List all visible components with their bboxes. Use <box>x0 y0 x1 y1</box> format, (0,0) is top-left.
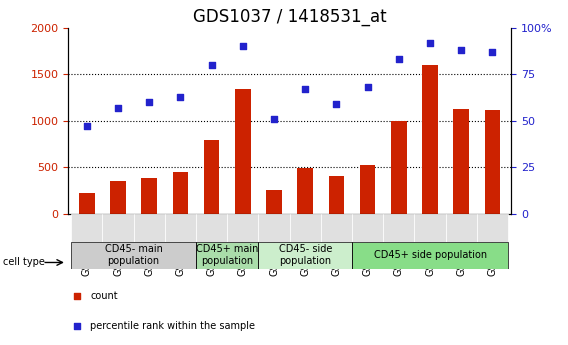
Point <box>176 94 185 99</box>
FancyBboxPatch shape <box>133 214 165 242</box>
Text: CD45- side
population: CD45- side population <box>278 245 332 266</box>
FancyBboxPatch shape <box>352 241 508 269</box>
FancyBboxPatch shape <box>227 214 258 242</box>
Point <box>73 293 82 298</box>
FancyBboxPatch shape <box>165 214 196 242</box>
Bar <box>266 190 282 214</box>
Bar <box>110 181 126 214</box>
Bar <box>391 121 407 214</box>
Bar <box>298 168 313 214</box>
Point <box>457 47 466 53</box>
Bar <box>173 172 188 214</box>
Point <box>239 43 248 49</box>
Text: percentile rank within the sample: percentile rank within the sample <box>90 321 255 331</box>
Text: cell type: cell type <box>3 257 45 267</box>
FancyBboxPatch shape <box>102 214 133 242</box>
Text: CD45- main
population: CD45- main population <box>105 245 162 266</box>
Bar <box>360 165 375 214</box>
Point <box>300 86 310 92</box>
Point <box>270 116 279 122</box>
FancyBboxPatch shape <box>477 214 508 242</box>
Point <box>145 99 154 105</box>
FancyBboxPatch shape <box>415 214 446 242</box>
FancyBboxPatch shape <box>446 214 477 242</box>
Point <box>332 101 341 107</box>
FancyBboxPatch shape <box>196 214 227 242</box>
FancyBboxPatch shape <box>352 214 383 242</box>
Bar <box>329 176 344 214</box>
FancyBboxPatch shape <box>196 241 258 269</box>
FancyBboxPatch shape <box>321 214 352 242</box>
Bar <box>79 194 95 214</box>
Point <box>82 124 91 129</box>
Point <box>488 49 497 55</box>
FancyBboxPatch shape <box>290 214 321 242</box>
Point <box>207 62 216 68</box>
FancyBboxPatch shape <box>71 241 196 269</box>
Text: CD45+ side population: CD45+ side population <box>374 250 487 260</box>
Point <box>73 323 82 329</box>
Bar <box>141 178 157 214</box>
Point <box>114 105 123 110</box>
Bar <box>204 140 219 214</box>
Point <box>394 57 403 62</box>
FancyBboxPatch shape <box>383 214 415 242</box>
Point <box>425 40 435 45</box>
Bar <box>453 109 469 214</box>
FancyBboxPatch shape <box>71 214 102 242</box>
Text: count: count <box>90 291 118 300</box>
Text: CD45+ main
population: CD45+ main population <box>196 245 258 266</box>
Bar <box>422 65 438 214</box>
Title: GDS1037 / 1418531_at: GDS1037 / 1418531_at <box>193 8 386 26</box>
FancyBboxPatch shape <box>258 214 290 242</box>
Bar <box>235 89 250 214</box>
FancyBboxPatch shape <box>258 241 352 269</box>
Point <box>363 85 372 90</box>
Bar <box>485 110 500 214</box>
